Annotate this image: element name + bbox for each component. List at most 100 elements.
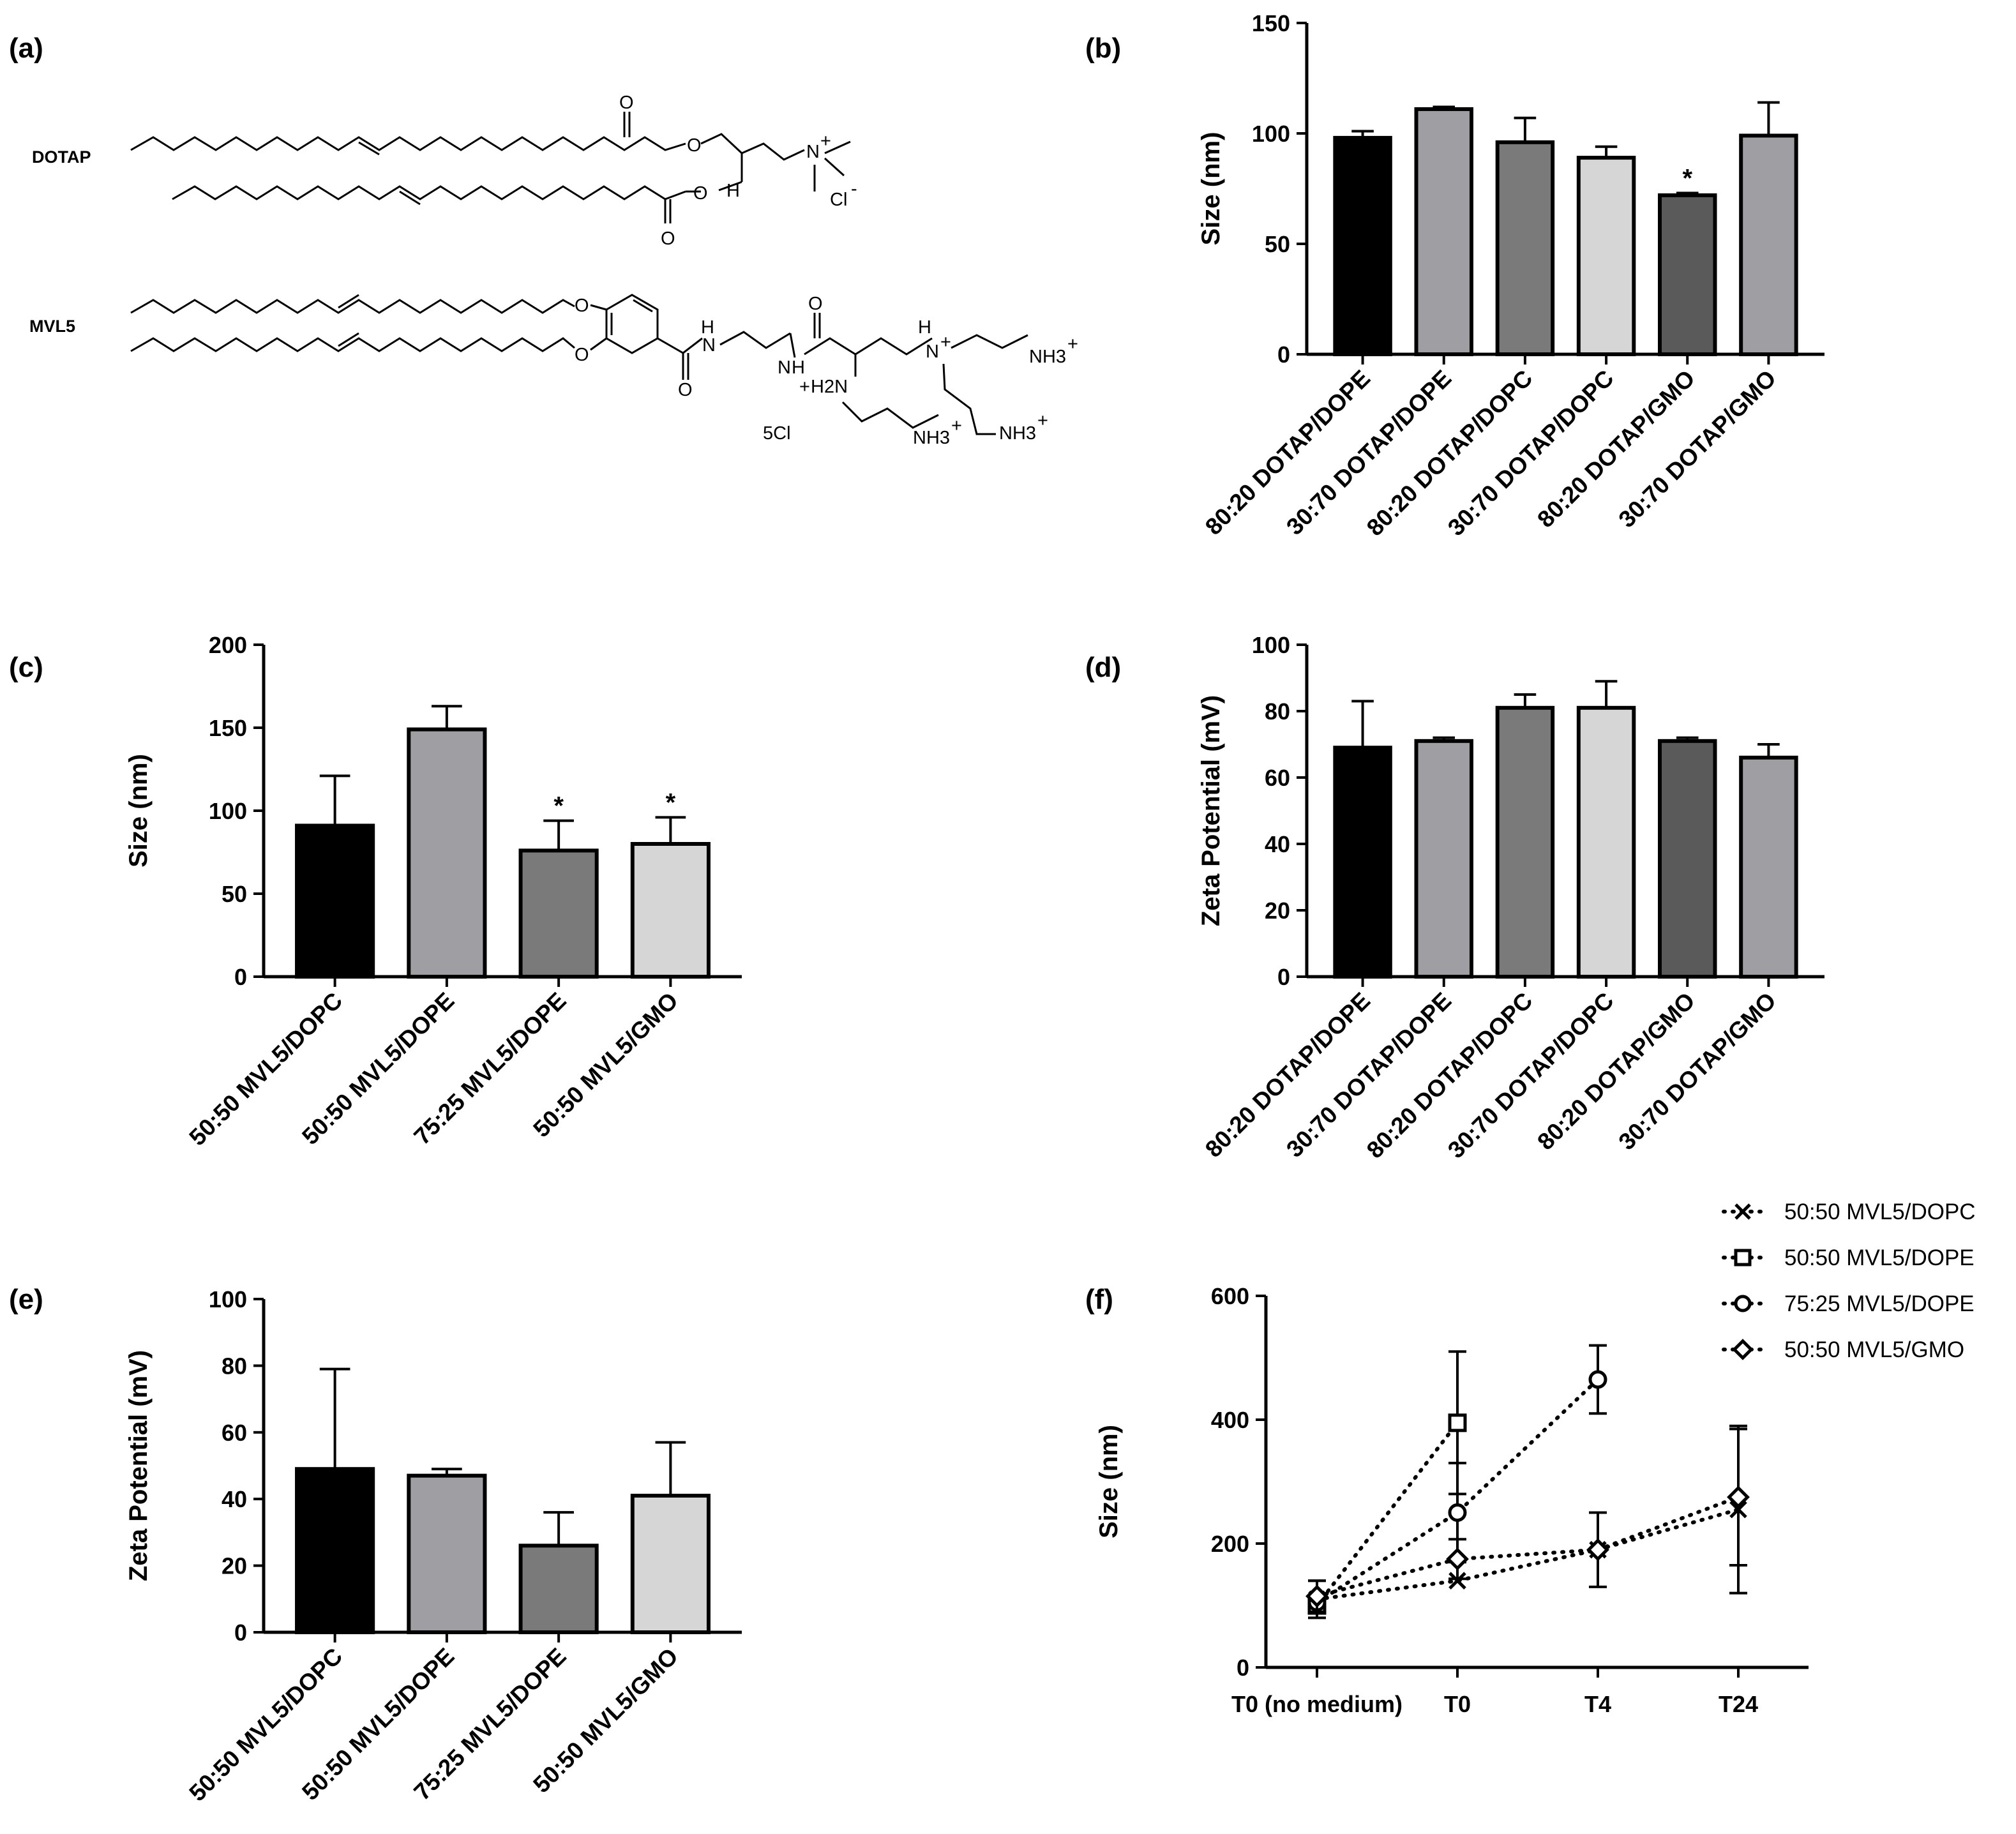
y-tick-label: 40 [222, 1486, 247, 1512]
panel-label: (f) [1085, 1284, 1113, 1315]
y-axis-title: Size (nm) [1095, 1425, 1123, 1538]
category-label: 80:20 DOTAP/GMO [1532, 365, 1700, 533]
y-tick-label: 0 [1237, 1655, 1249, 1681]
significance-marker: * [553, 792, 564, 820]
marker-circle [1734, 1295, 1752, 1312]
dotap-cl-charge: - [851, 179, 857, 199]
mvl5-nh3-2: NH3 [999, 423, 1036, 444]
series [1305, 1427, 1750, 1613]
y-tick-label: 20 [222, 1553, 247, 1579]
y-axis-title: Zeta Potential (mV) [1197, 695, 1225, 926]
panel-label: (e) [9, 1284, 43, 1315]
series [1308, 1424, 1747, 1620]
y-tick-label: 60 [1265, 765, 1290, 791]
y-tick-label: 150 [1252, 10, 1290, 36]
bar [630, 842, 711, 979]
bar [518, 1544, 599, 1635]
bar [1658, 739, 1717, 979]
marker-square [1448, 1413, 1467, 1432]
mvl5-n3-charge: + [799, 377, 810, 397]
category-label: 80:20 DOTAP/DOPC [1362, 988, 1538, 1164]
dotap-o2: O [687, 135, 702, 156]
y-tick-label: 0 [234, 1620, 247, 1646]
marker-square [1734, 1249, 1752, 1267]
mvl5-n2-h: H [792, 357, 805, 378]
mvl5-o2: O [575, 345, 589, 365]
mvl5-nh3-2-charge: + [1037, 410, 1048, 431]
category-label: T0 [1444, 1691, 1471, 1717]
dotap-cl: Cl [830, 190, 847, 210]
bar [1495, 705, 1555, 979]
category-label: 30:70 DOTAP/DOPE [1281, 988, 1456, 1162]
bar [1576, 156, 1636, 356]
y-tick-label: 100 [1252, 632, 1290, 658]
panel-label: (b) [1085, 33, 1121, 64]
y-axis-title: Zeta Potential (mV) [124, 1350, 153, 1581]
marker-circle [1448, 1503, 1467, 1522]
marker-diamond [1446, 1547, 1469, 1571]
bar [295, 1467, 375, 1634]
panel-a-structures: (a) DOTAP O O N + Cl - H O [9, 33, 1078, 448]
y-tick-label: 80 [222, 1353, 247, 1379]
bar [1739, 133, 1798, 357]
y-tick-label: 150 [209, 715, 247, 741]
mvl5-structure: O O O H N N H O + H2N [130, 294, 1078, 448]
series-line [1315, 1495, 1740, 1598]
bar [518, 848, 599, 979]
bar [1739, 755, 1798, 979]
mvl5-nh3-1-charge: + [1067, 334, 1078, 354]
significance-marker: * [666, 788, 676, 816]
mvl5-nh3-3: NH3 [913, 428, 950, 448]
y-axis-title: Size (nm) [124, 754, 153, 868]
y-tick-label: 40 [1265, 831, 1290, 857]
dotap-n: N [806, 142, 820, 162]
mvl5-o3: O [678, 380, 693, 400]
dotap-o1: O [619, 93, 634, 113]
mvl5-o1: O [575, 296, 589, 316]
significance-marker: * [1682, 164, 1692, 192]
marker-circle [1588, 1370, 1607, 1389]
legend-label: 50:50 MVL5/DOPC [1784, 1199, 1976, 1224]
y-tick-label: 400 [1211, 1407, 1249, 1433]
marker-diamond [1586, 1538, 1609, 1561]
bar [1658, 193, 1717, 356]
panel-label: (d) [1085, 652, 1121, 683]
y-tick-label: 80 [1265, 698, 1290, 725]
bar [1576, 705, 1636, 979]
category-label: 80:20 DOTAP/DOPE [1200, 365, 1375, 540]
mvl5-n2: N [778, 357, 791, 378]
mvl5-counterion: 5Cl [763, 423, 791, 444]
y-tick-label: 200 [1211, 1531, 1249, 1557]
bar [630, 1493, 711, 1634]
legend-label: 50:50 MVL5/DOPE [1784, 1245, 1975, 1270]
category-label: 30:70 DOTAP/DOPC [1443, 988, 1619, 1164]
category-label: T4 [1584, 1691, 1611, 1717]
category-label: 30:70 DOTAP/DOPC [1443, 365, 1619, 541]
bar [1333, 746, 1392, 979]
bar [1414, 739, 1473, 979]
mvl5-n4-h: H [918, 317, 931, 338]
category-label: 30:70 DOTAP/DOPE [1281, 365, 1456, 540]
marker-x [1448, 1572, 1466, 1590]
marker-diamond [1305, 1584, 1328, 1608]
category-label: 30:70 DOTAP/GMO [1614, 988, 1782, 1155]
mvl5-nh3-3-charge: + [951, 416, 962, 436]
bar [407, 1473, 487, 1634]
y-tick-label: 0 [1277, 342, 1290, 368]
y-tick-label: 100 [1252, 121, 1290, 147]
series-line [1315, 1507, 1740, 1602]
chart-d: (d) 0 20 40 60 80 100 Zeta Potential (mV) 80:20 … [1085, 632, 1824, 1163]
category-label: 80:20 DOTAP/DOPC [1362, 365, 1538, 541]
bar [1414, 107, 1473, 356]
y-tick-label: 100 [209, 798, 247, 824]
category-label: T0 (no medium) [1231, 1691, 1403, 1717]
legend-label: 50:50 MVL5/GMO [1784, 1337, 1964, 1362]
category-label: 80:20 DOTAP/DOPE [1200, 988, 1375, 1162]
mvl5-n4-charge: + [940, 332, 951, 352]
dotap-o3: O [693, 183, 708, 204]
mvl5-h2n: H2N [811, 377, 848, 397]
marker-x [1734, 1203, 1751, 1220]
